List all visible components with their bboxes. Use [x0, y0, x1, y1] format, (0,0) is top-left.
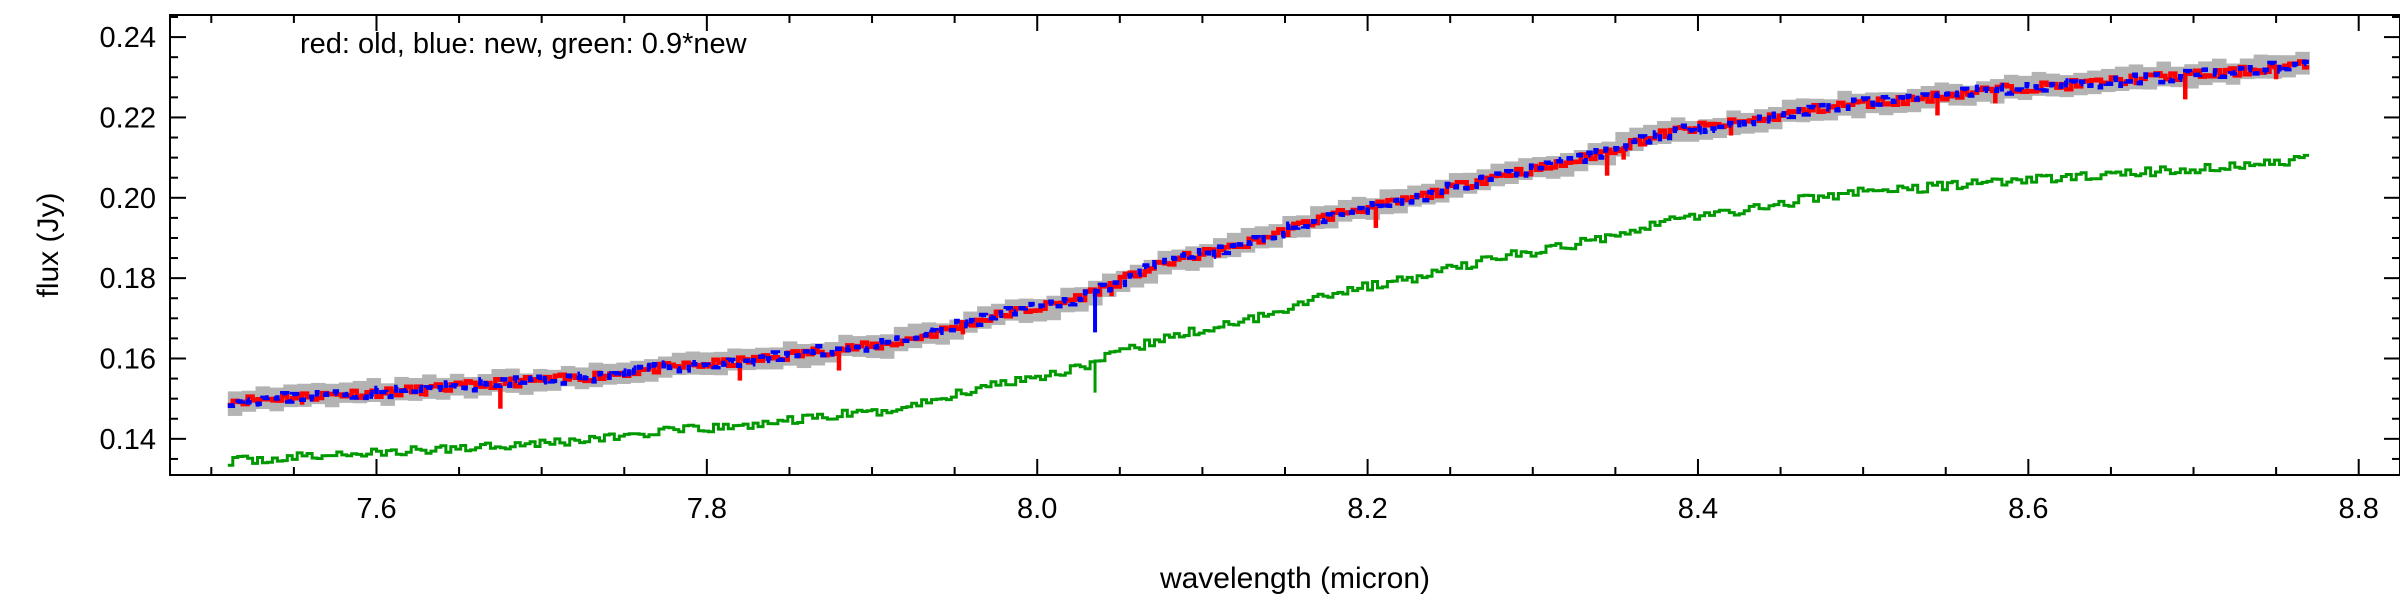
y-tick-label: 0.16	[100, 343, 156, 375]
ticks-layer: 7.6 7.8 8.0 8.2 8.4 8.6 8.8 0.14 0.16 0.18 0.20 0.2…	[100, 15, 2400, 525]
x-axis-label: wavelength (micron)	[1159, 562, 1430, 595]
uncertainty-band-layer	[227, 51, 2310, 416]
x-tick-label: 8.4	[1678, 493, 1718, 525]
x-tick-label: 8.8	[2339, 493, 2379, 525]
y-tick-label: 0.24	[100, 22, 156, 54]
series-scaled-line	[227, 153, 2310, 467]
error-band-segment	[2101, 68, 2116, 93]
x-tick-label: 8.0	[1017, 493, 1057, 525]
x-tick-label: 7.8	[687, 493, 727, 525]
x-tick-label: 7.6	[356, 493, 396, 525]
y-axis-label: flux (Jy)	[32, 193, 65, 298]
y-tick-label: 0.18	[100, 263, 156, 295]
error-band-segment	[227, 391, 243, 416]
series-layer	[227, 59, 2310, 467]
x-tick-label: 8.2	[1347, 493, 1387, 525]
y-tick-label: 0.22	[100, 102, 156, 134]
legend-annotation: red: old, blue: new, green: 0.9*new	[300, 28, 748, 60]
x-tick-label: 8.6	[2008, 493, 2048, 525]
y-tick-label: 0.20	[100, 183, 156, 215]
y-tick-label: 0.14	[100, 424, 156, 456]
series-old-line	[227, 59, 2310, 408]
series-new-line	[227, 59, 2310, 409]
